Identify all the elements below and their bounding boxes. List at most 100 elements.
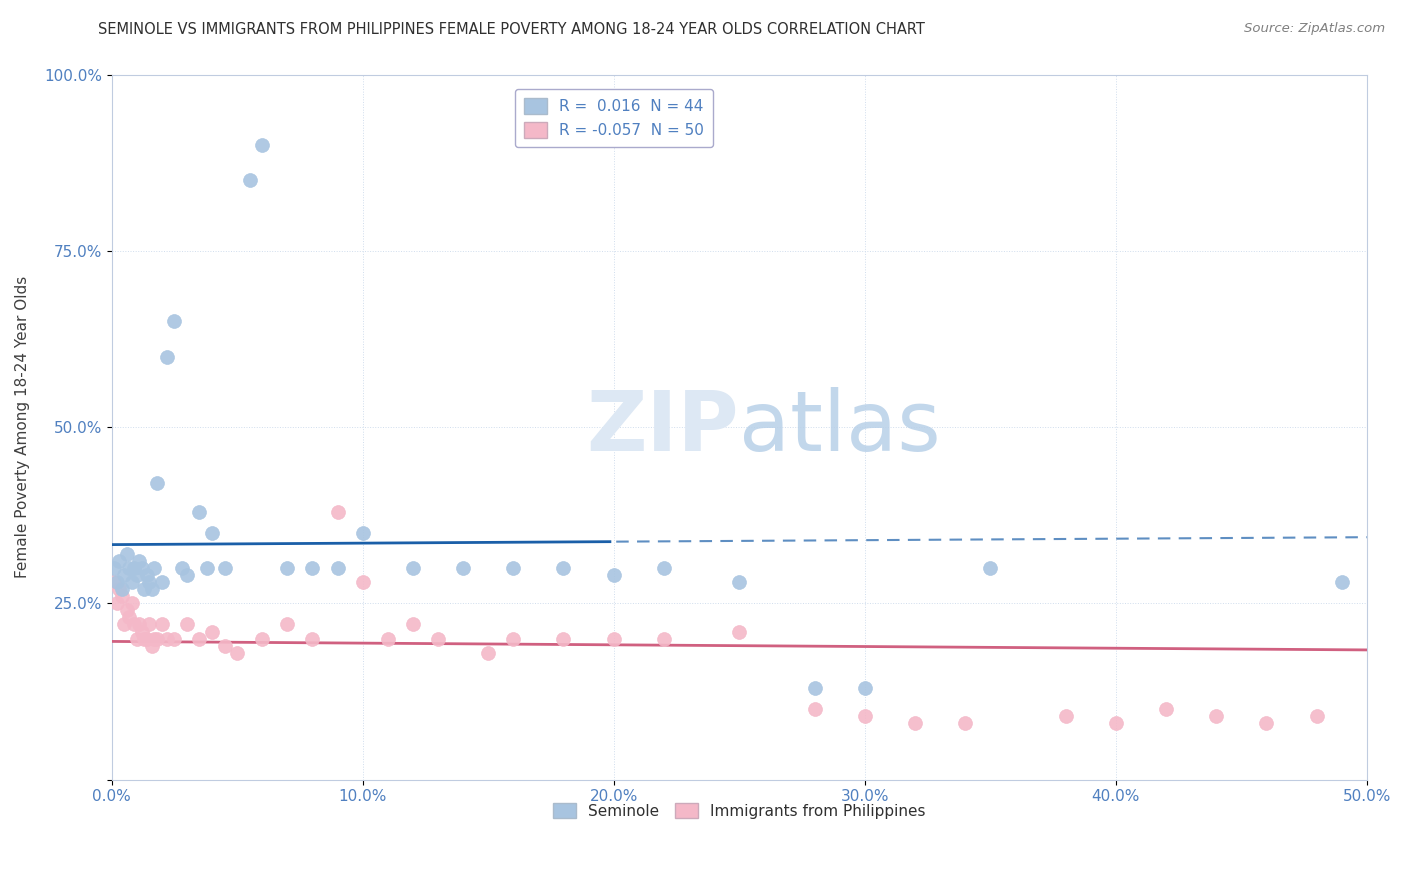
Point <box>477 646 499 660</box>
Point <box>108 554 131 568</box>
Point <box>451 561 474 575</box>
Text: atlas: atlas <box>740 386 941 467</box>
Point <box>553 561 575 575</box>
Point <box>1330 575 1353 590</box>
Point <box>652 561 675 575</box>
Point <box>252 138 274 153</box>
Point <box>112 568 135 582</box>
Point <box>602 632 624 646</box>
Point <box>803 681 825 695</box>
Point <box>239 173 262 187</box>
Text: SEMINOLE VS IMMIGRANTS FROM PHILIPPINES FEMALE POVERTY AMONG 18-24 YEAR OLDS COR: SEMINOLE VS IMMIGRANTS FROM PHILIPPINES … <box>98 22 925 37</box>
Legend: Seminole, Immigrants from Philippines: Seminole, Immigrants from Philippines <box>547 797 931 825</box>
Point <box>122 617 145 632</box>
Point <box>402 561 425 575</box>
Point <box>131 561 153 575</box>
Point <box>214 639 236 653</box>
Point <box>163 314 186 328</box>
Point <box>377 632 399 646</box>
Point <box>125 632 148 646</box>
Point <box>252 632 274 646</box>
Point <box>134 582 156 597</box>
Point <box>352 525 374 540</box>
Point <box>156 632 179 646</box>
Point <box>135 568 157 582</box>
Point <box>602 568 624 582</box>
Point <box>111 582 134 597</box>
Point <box>1105 716 1128 731</box>
Point <box>121 575 143 590</box>
Point <box>121 596 143 610</box>
Point <box>138 617 160 632</box>
Text: Source: ZipAtlas.com: Source: ZipAtlas.com <box>1244 22 1385 36</box>
Point <box>953 716 976 731</box>
Point <box>402 617 425 632</box>
Point <box>105 575 128 590</box>
Point <box>150 617 173 632</box>
Point <box>201 525 224 540</box>
Point <box>276 617 298 632</box>
Point <box>103 575 125 590</box>
Point <box>1256 716 1278 731</box>
Point <box>128 554 150 568</box>
Point <box>170 561 193 575</box>
Point <box>326 505 349 519</box>
Point <box>138 575 160 590</box>
Point <box>125 568 148 582</box>
Point <box>853 681 876 695</box>
Point <box>146 476 169 491</box>
Point <box>146 632 169 646</box>
Point <box>1054 709 1077 723</box>
Point <box>276 561 298 575</box>
Point <box>553 632 575 646</box>
Point <box>143 632 166 646</box>
Point <box>141 639 163 653</box>
Point <box>904 716 927 731</box>
Point <box>108 582 131 597</box>
Point <box>502 561 524 575</box>
Point <box>128 617 150 632</box>
Point <box>326 561 349 575</box>
Point <box>141 582 163 597</box>
Point <box>115 547 138 561</box>
Point <box>122 561 145 575</box>
Point <box>352 575 374 590</box>
Point <box>188 632 211 646</box>
Point <box>103 561 125 575</box>
Point <box>163 632 186 646</box>
Point <box>118 610 141 624</box>
Point <box>156 350 179 364</box>
Point <box>853 709 876 723</box>
Point <box>150 575 173 590</box>
Point <box>652 632 675 646</box>
Point <box>301 632 323 646</box>
Y-axis label: Female Poverty Among 18-24 Year Olds: Female Poverty Among 18-24 Year Olds <box>15 276 30 578</box>
Point <box>201 624 224 639</box>
Point <box>979 561 1001 575</box>
Point <box>1305 709 1327 723</box>
Point <box>226 646 249 660</box>
Point <box>112 617 135 632</box>
Point <box>1154 702 1177 716</box>
Point <box>1205 709 1227 723</box>
Point <box>728 575 751 590</box>
Point <box>111 589 134 603</box>
Point <box>105 596 128 610</box>
Point <box>143 561 166 575</box>
Point <box>134 632 156 646</box>
Point <box>803 702 825 716</box>
Text: ZIP: ZIP <box>586 386 740 467</box>
Point <box>115 603 138 617</box>
Point <box>135 632 157 646</box>
Point <box>188 505 211 519</box>
Point <box>118 561 141 575</box>
Point <box>176 617 198 632</box>
Point <box>502 632 524 646</box>
Point <box>131 624 153 639</box>
Point <box>728 624 751 639</box>
Point <box>214 561 236 575</box>
Point <box>426 632 449 646</box>
Point <box>301 561 323 575</box>
Point <box>176 568 198 582</box>
Point <box>195 561 218 575</box>
